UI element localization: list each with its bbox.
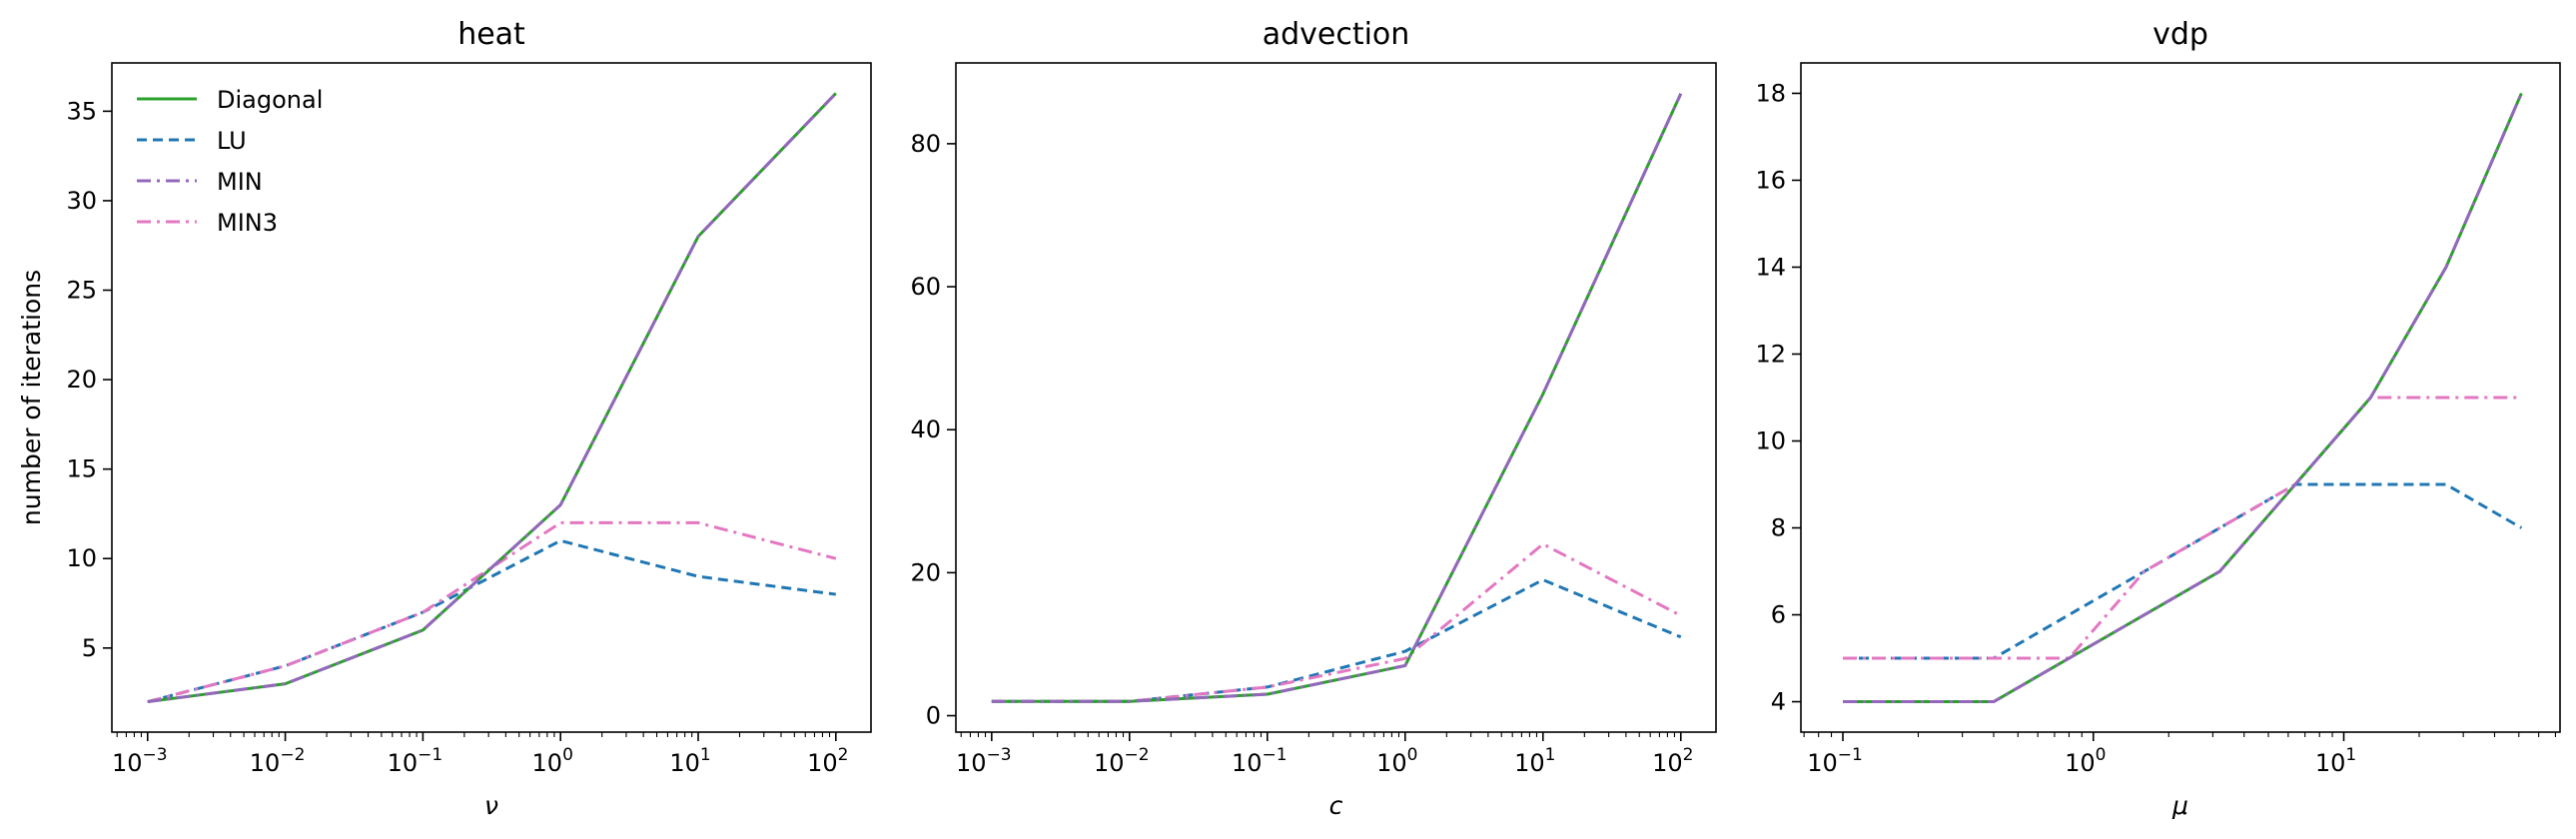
legend: Diagonal LU MIN MIN3 [137,86,323,237]
x-tick-label: 10−2 [1094,745,1150,777]
y-tick-label: 0 [926,702,941,730]
x-tick-label: 10−1 [388,745,443,777]
y-tick-label: 30 [66,187,97,215]
y-tick-label: 25 [66,277,97,305]
panel-heat: 10−3 10−2 10−1 100 101 102 5 10 15 20 25 30 35 heat ν n… [17,17,872,820]
y-tick-label: 60 [910,273,941,301]
y-tick-label: 5 [82,634,97,662]
x-tick-label: 10−1 [1232,745,1288,777]
x-tick-label: 10−3 [112,745,168,777]
x-tick-label: 102 [807,745,848,777]
y-tick-label: 6 [1771,601,1786,629]
y-tick-label: 20 [66,366,97,394]
x-tick-label: 102 [1652,745,1693,777]
series-line-min3-vdp [1843,396,2522,660]
x-tick-label: 101 [1514,745,1555,777]
series-line-min-heat [147,92,837,704]
x-tick-label: 100 [1376,745,1417,777]
series-line-min-vdp [1843,92,2523,704]
panels: 10−3 10−2 10−1 100 101 1025101520253035heatνn… [17,17,2561,820]
x-tick-label: 101 [669,745,710,777]
legend-label-min: MIN [217,168,263,196]
y-tick-label: 15 [66,455,97,483]
x-tick-label: 10−2 [250,745,306,777]
series-line-min3-advection [991,542,1682,703]
panel-advection: 10−3 10−2 10−1 100 101 102 0 20 40 60 80 advection c [910,17,1717,820]
y-tick-label: 80 [910,130,941,158]
panel-title: vdp [2152,17,2208,52]
x-tick-label: 10−1 [1807,745,1863,777]
axes-frame-advection [955,62,1717,733]
y-tick-label: 4 [1771,688,1786,716]
y-tick-label: 14 [1755,253,1786,281]
x-tick-label: 100 [2065,745,2106,777]
y-tick-label: 12 [1755,340,1786,368]
x-tick-label: 100 [532,745,573,777]
y-tick-label: 8 [1771,514,1786,542]
x-axis-label: ν [484,791,498,820]
y-tick-label: 10 [1755,427,1786,455]
y-tick-label: 40 [910,416,941,443]
legend-label-diagonal: Diagonal [217,86,323,114]
panel-title: heat [457,17,525,52]
x-axis-label: c [1329,791,1343,820]
y-tick-label: 18 [1755,79,1786,107]
y-tick-label: 16 [1755,166,1786,194]
x-tick-label: 10−3 [956,745,1012,777]
series-line-diagonal-advection [991,93,1683,703]
panel-vdp: 10−1 100 101 4 6 8 10 12 14 16 18 vdp μ [1755,17,2561,820]
x-axis-label: μ [2171,791,2188,820]
series-line-min3-heat [147,520,837,704]
x-tick-label: 101 [2315,745,2356,777]
legend-label-lu: LU [217,127,247,155]
y-tick-label: 10 [66,544,97,572]
y-axis-label: number of iterations [17,270,46,525]
legend-label-min3: MIN3 [217,209,278,237]
y-tick-label: 20 [910,558,941,586]
axes-frame-heat [111,62,872,733]
panel-title: advection [1263,17,1410,52]
y-tick-label: 35 [66,97,97,125]
axes-frame-vdp [1800,62,2561,733]
